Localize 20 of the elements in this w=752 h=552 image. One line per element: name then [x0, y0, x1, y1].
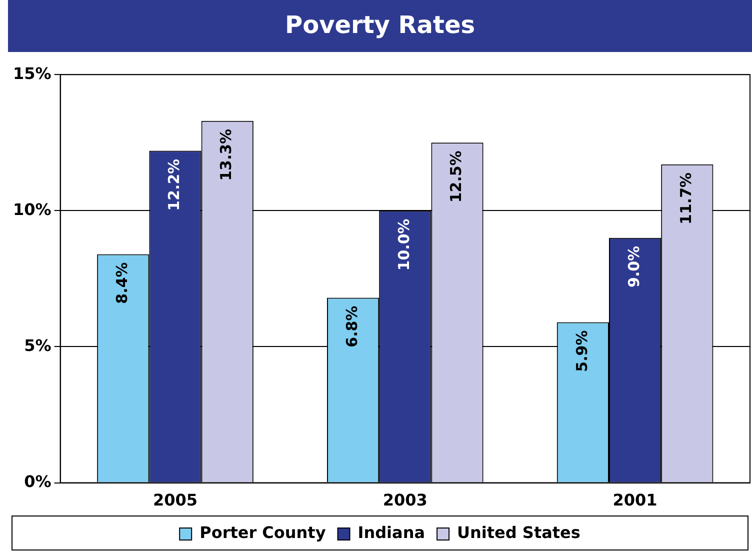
chart-title: Poverty Rates [8, 0, 752, 52]
data-label: 10.0% [395, 218, 414, 271]
x-tick-label: 2005 [152, 490, 198, 510]
data-label: 11.7% [677, 172, 696, 224]
legend-label: Indiana [358, 523, 426, 542]
y-tick-label: 10% [13, 200, 52, 219]
legend-label: Porter County [200, 523, 326, 542]
y-tick-label: 5% [24, 336, 52, 355]
data-label: 5.9% [572, 330, 591, 372]
x-tick-label: 2001 [612, 490, 658, 510]
data-label: 6.8% [342, 306, 361, 348]
data-label: 8.4% [113, 262, 132, 304]
data-label: 12.5% [447, 150, 466, 203]
legend-label: United States [457, 523, 580, 542]
data-label: 12.2% [165, 158, 184, 211]
y-tick-label: 0% [24, 472, 52, 491]
y-tick-label: 15% [13, 64, 52, 83]
x-tick-label: 2003 [382, 490, 428, 510]
data-label: 13.3% [217, 128, 236, 181]
data-label: 9.0% [624, 246, 643, 288]
